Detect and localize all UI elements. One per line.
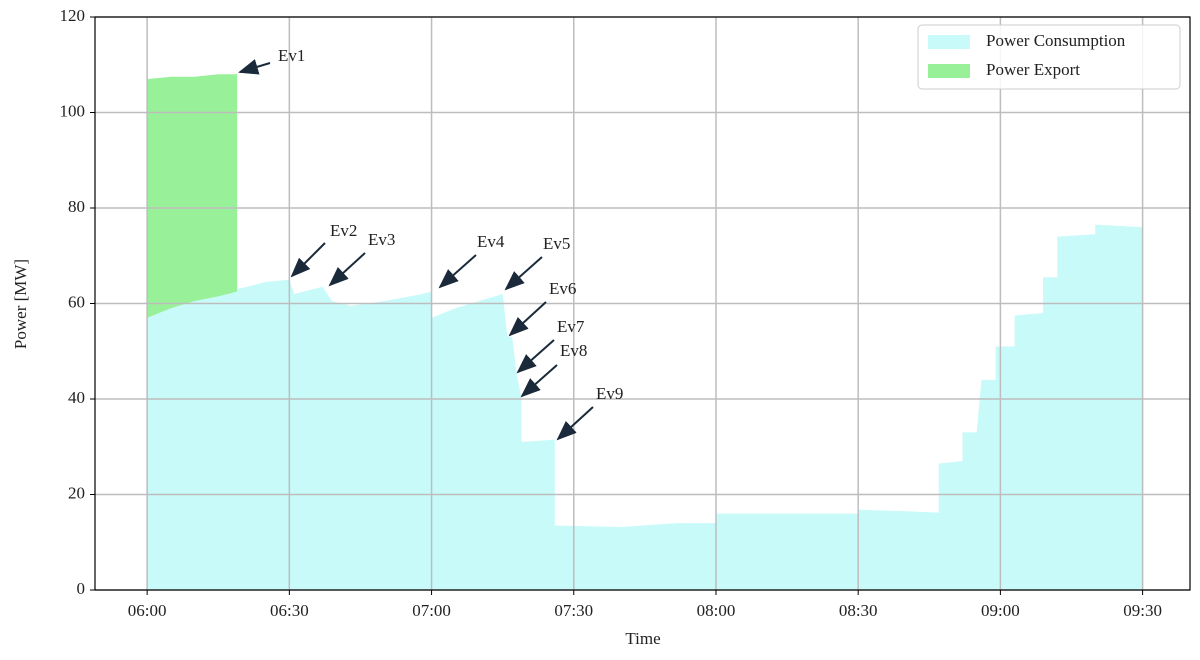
annotation-arrow — [556, 406, 594, 441]
y-tick-label: 60 — [68, 292, 85, 311]
area — [147, 74, 238, 318]
legend-label: Power Export — [986, 60, 1080, 79]
x-axis-label: Time — [625, 629, 660, 648]
x-tick-label: 09:30 — [1123, 601, 1162, 620]
x-tick-label: 06:30 — [270, 601, 309, 620]
annotation: Ev2 — [330, 221, 357, 240]
annotation-arrow — [328, 252, 366, 287]
annotation: Ev1 — [278, 46, 305, 65]
legend-swatch — [928, 64, 970, 78]
x-tick-label: 07:00 — [412, 601, 451, 620]
annotation: Ev8 — [560, 341, 587, 360]
y-tick-label: 80 — [68, 197, 85, 216]
annotation-arrow — [290, 242, 326, 278]
annotation: Ev6 — [549, 279, 576, 298]
y-tick-label: 120 — [60, 6, 86, 25]
plot-frame — [94, 16, 1191, 591]
x-tick-label: 06:00 — [128, 601, 167, 620]
x-tick-label: 08:00 — [697, 601, 736, 620]
annotation-arrow — [238, 59, 271, 75]
legend-swatch — [928, 35, 970, 49]
annotation-arrow — [508, 301, 547, 337]
annotation-arrow — [516, 339, 555, 374]
legend-label: Power Consumption — [986, 31, 1126, 50]
annotation: Ev5 — [543, 234, 570, 253]
annotation: Ev3 — [368, 230, 395, 249]
y-tick-label: 40 — [68, 388, 85, 407]
x-tick-label: 09:00 — [981, 601, 1020, 620]
annotation-arrow — [504, 256, 543, 291]
y-tick-label: 20 — [68, 483, 85, 502]
x-tick-label: 07:30 — [554, 601, 593, 620]
annotation-arrow — [520, 364, 558, 398]
legend-box — [917, 24, 1181, 90]
y-tick-label: 0 — [77, 579, 86, 598]
area — [147, 224, 1143, 590]
annotation: Ev4 — [477, 232, 505, 251]
x-tick-label: 08:30 — [839, 601, 878, 620]
annotation: Ev7 — [557, 317, 585, 336]
annotation: Ev9 — [596, 384, 623, 403]
annotation-arrow — [438, 254, 477, 289]
y-tick-label: 100 — [60, 101, 86, 120]
y-axis-label: Power [MW] — [11, 259, 30, 349]
